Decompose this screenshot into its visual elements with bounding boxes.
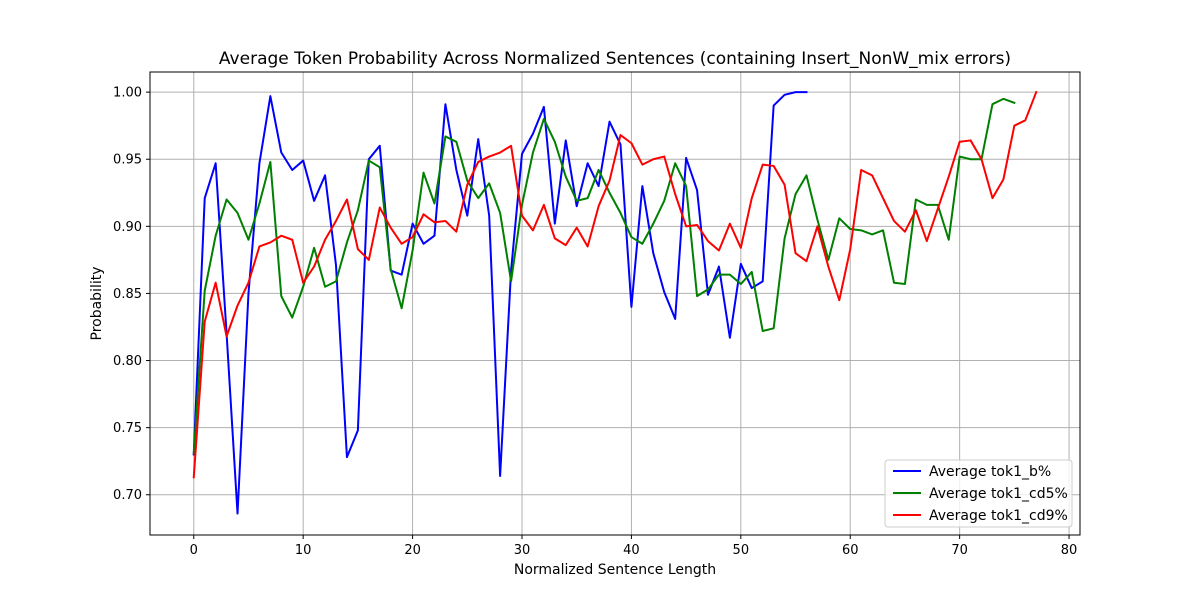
x-tick-label: 10	[295, 543, 312, 558]
legend-box	[884, 459, 1073, 528]
series-lines	[192, 90, 1038, 515]
x-tick-label: 40	[623, 543, 640, 558]
series-line-2	[192, 90, 1038, 479]
x-tick-label: 50	[733, 543, 750, 558]
y-tick-label: 0.85	[113, 287, 142, 302]
chart-title: Average Token Probability Across Normali…	[219, 49, 1011, 69]
y-tick-label: 0.80	[113, 354, 142, 369]
x-tick-label: 20	[404, 543, 421, 558]
x-tick-label: 80	[1061, 543, 1078, 558]
y-tick-label: 0.75	[113, 421, 142, 436]
axis-ticks: 0 10 20 30 40 50 60 70 80 0.70 0.75 0.80 0.85 0.90 0.9…	[113, 86, 1077, 558]
legend: Average tok1_b% Average tok1_cd5% Averag…	[884, 459, 1073, 528]
y-tick-label: 0.95	[113, 153, 142, 168]
x-tick-label: 30	[514, 543, 531, 558]
x-axis-label: Normalized Sentence Length	[514, 562, 716, 578]
y-axis-label: Probability	[89, 266, 105, 340]
series-line-1	[192, 97, 1016, 455]
legend-label-tok1-b: Average tok1_b%	[929, 464, 1051, 480]
x-tick-label: 60	[842, 543, 859, 558]
series-line-0	[192, 91, 808, 515]
legend-label-tok1-cd9: Average tok1_cd9%	[929, 508, 1068, 524]
plot-frame	[149, 71, 1081, 536]
x-tick-label: 0	[190, 543, 198, 558]
x-tick-label: 70	[951, 543, 968, 558]
legend-label-tok1-cd5: Average tok1_cd5%	[929, 486, 1068, 502]
y-tick-label: 1.00	[113, 86, 142, 101]
y-tick-label: 0.70	[113, 488, 142, 503]
y-tick-label: 0.90	[113, 220, 142, 235]
